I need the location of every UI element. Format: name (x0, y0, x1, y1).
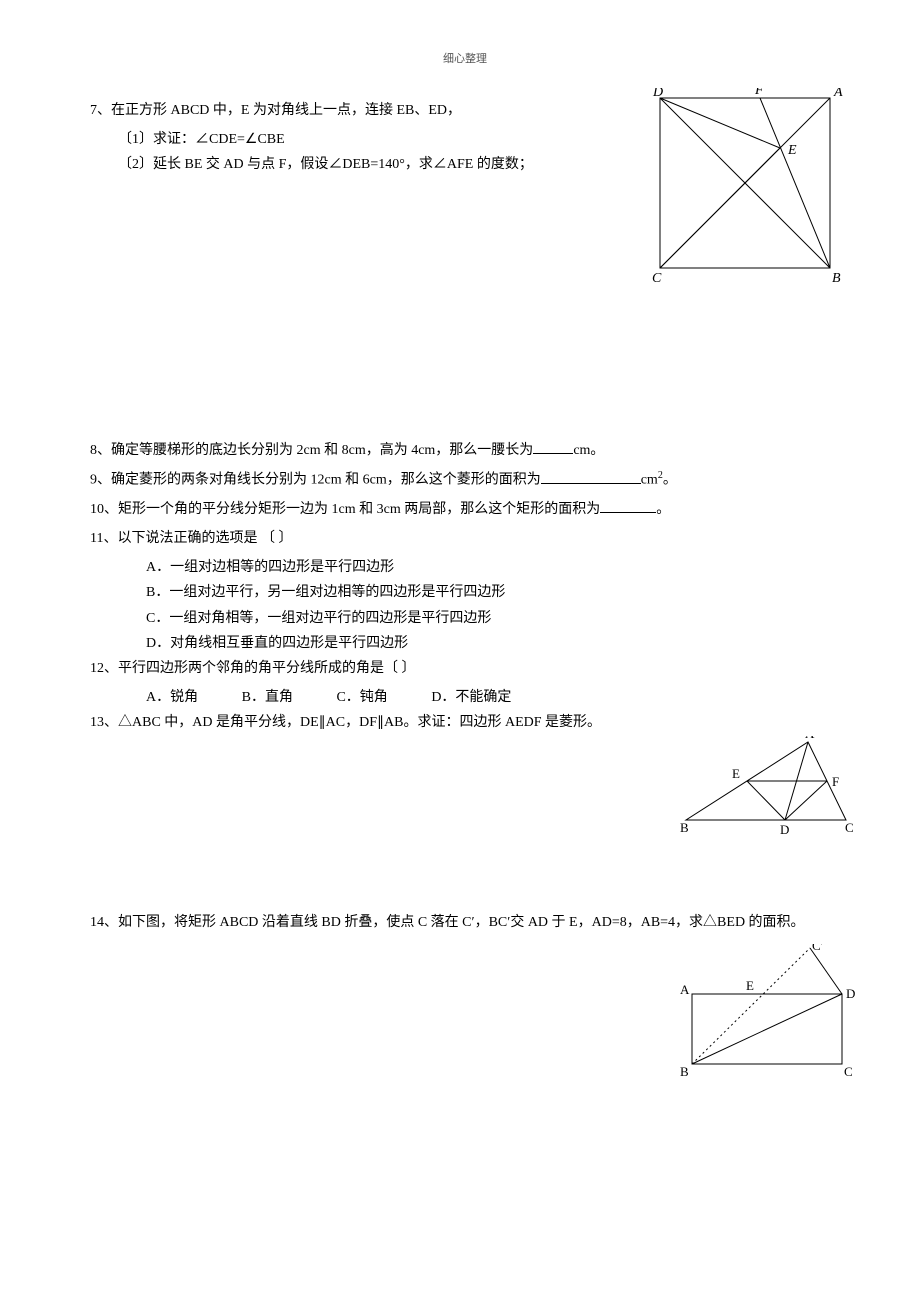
problem-12-C: C．钝角 (336, 685, 387, 710)
label-D: D (652, 88, 663, 100)
label-C14: C (844, 1064, 853, 1079)
problem-9-text-a: 9、确定菱形的两条对角线长分别为 12cm 和 6cm，那么这个菱形的面积为 (90, 473, 541, 488)
label-A13: A (805, 736, 815, 741)
problem-9-text-c: 。 (663, 473, 677, 488)
problem-8-text-b: cm。 (573, 443, 604, 458)
blank-10 (600, 498, 656, 513)
problem-13: 13、△ABC 中，AD 是角平分线，DE∥AC，DF∥AB。求证：四边形 AE… (90, 710, 840, 910)
label-A14: A (680, 982, 690, 997)
label-C: C (652, 271, 662, 286)
problem-8: 8、确定等腰梯形的底边长分别为 2cm 和 8cm，高为 4cm，那么一腰长为 c… (90, 438, 840, 463)
label-B13: B (680, 820, 689, 835)
label-A: A (833, 88, 843, 100)
problem-9-text-b: cm (641, 473, 658, 488)
figure-square-abcd: D F A E C B (650, 88, 870, 298)
problem-11-D: D．对角线相互垂直的四边形是平行四边形 (90, 631, 840, 656)
problem-11-B: B．一组对边平行，另一组对边相等的四边形是平行四边形 (90, 580, 840, 605)
label-B: B (832, 271, 841, 286)
label-Cp14: C′ (812, 944, 824, 953)
problem-12-stem: 12、平行四边形两个邻角的角平分线所成的角是〔 〕 (90, 656, 840, 681)
label-B14: B (680, 1064, 689, 1079)
blank-8 (533, 439, 573, 454)
blank-9 (541, 469, 641, 484)
problem-10: 10、矩形一个角的平分线分矩形一边为 1cm 和 3cm 两局部，那么这个矩形的… (90, 497, 840, 522)
label-D14: D (846, 986, 855, 1001)
problem-9: 9、确定菱形的两条对角线长分别为 12cm 和 6cm，那么这个菱形的面积为 cm… (90, 467, 840, 493)
problem-11-C: C．一组对角相等，一组对边平行的四边形是平行四边形 (90, 606, 840, 631)
figure-triangle-aedf: A E F B D C (680, 736, 870, 836)
problem-12-options: A．锐角 B．直角 C．钝角 D．不能确定 (90, 685, 840, 710)
label-C13: C (845, 820, 854, 835)
label-E: E (787, 143, 797, 158)
problem-12-D: D．不能确定 (431, 685, 511, 710)
problem-10-text-a: 10、矩形一个角的平分线分矩形一边为 1cm 和 3cm 两局部，那么这个矩形的… (90, 502, 600, 517)
label-F13: F (832, 774, 839, 789)
label-E14: E (746, 978, 754, 993)
problem-11-stem: 11、以下说法正确的选项是 〔 〕 (90, 526, 840, 551)
problem-14-text: 14、如下图，将矩形 ABCD 沿着直线 BD 折叠，使点 C 落在 C′，BC… (90, 910, 840, 935)
label-F: F (754, 88, 764, 98)
problem-10-text-b: 。 (656, 502, 670, 517)
problem-11-A: A．一组对边相等的四边形是平行四边形 (90, 555, 840, 580)
problem-12-A: A．锐角 (146, 685, 198, 710)
problem-13-text: 13、△ABC 中，AD 是角平分线，DE∥AC，DF∥AB。求证：四边形 AE… (90, 710, 840, 735)
problem-7: 7、在正方形 ABCD 中，E 为对角线上一点，连接 EB、ED， 〔1〕求证：… (90, 98, 840, 438)
label-D13: D (780, 822, 789, 836)
page-header: 细心整理 (90, 50, 840, 70)
label-E13: E (732, 766, 740, 781)
problem-8-text-a: 8、确定等腰梯形的底边长分别为 2cm 和 8cm，高为 4cm，那么一腰长为 (90, 443, 533, 458)
problem-14: 14、如下图，将矩形 ABCD 沿着直线 BD 折叠，使点 C 落在 C′，BC… (90, 910, 840, 1090)
problem-12-B: B．直角 (242, 685, 293, 710)
figure-rect-fold: A D B C C′ E (680, 944, 870, 1084)
